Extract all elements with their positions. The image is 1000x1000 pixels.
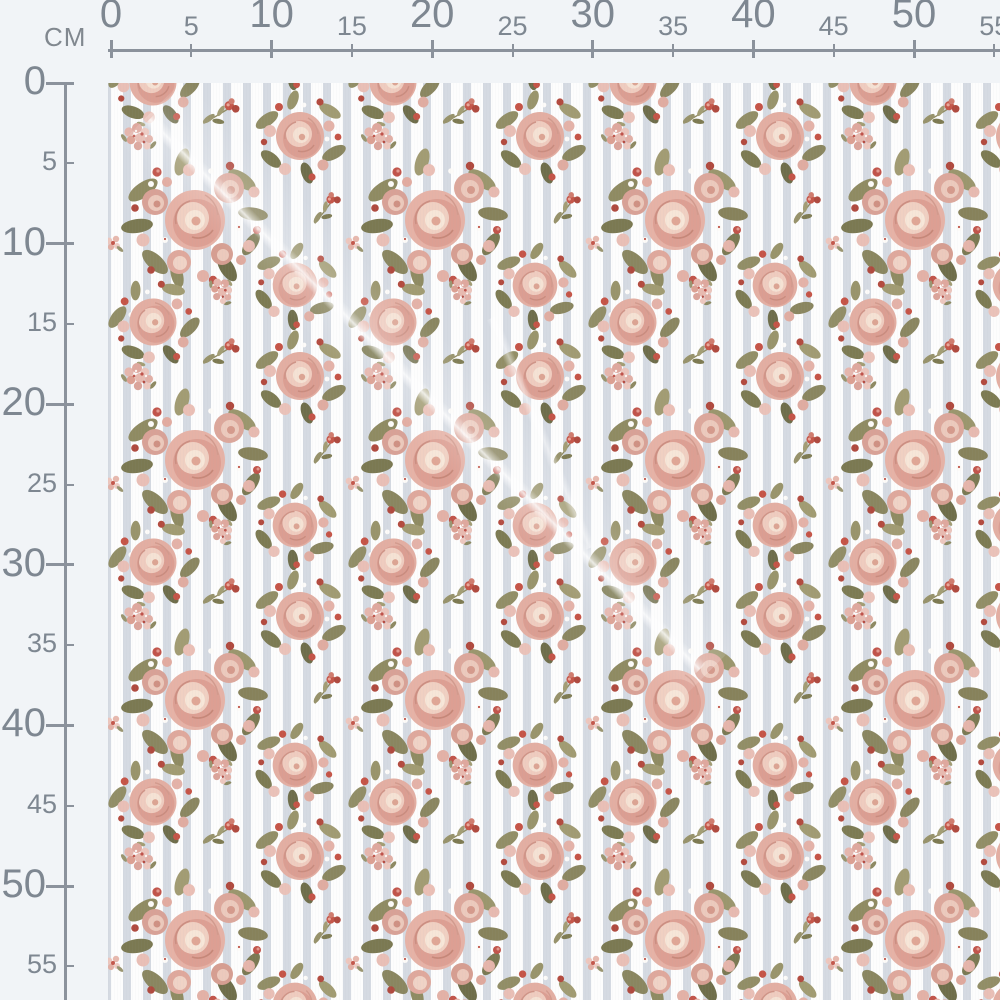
ruler-left-tick — [46, 402, 74, 406]
ruler-top-tick — [912, 40, 916, 58]
ruler-top-tick-label: 30 — [570, 0, 616, 36]
ruler-left-tick — [46, 723, 74, 727]
bouquet-medium-instance — [814, 262, 934, 383]
ruler-top-tick-label: 50 — [891, 0, 937, 36]
fabric-pattern — [108, 83, 1000, 1000]
ruler-top-tick-label: 55 — [979, 11, 1000, 41]
ruler-left-tick-label: 45 — [26, 788, 57, 819]
ruler-left-tick-label: 10 — [1, 219, 47, 264]
ruler-top-tick — [190, 44, 193, 57]
bouquet-medium-instance — [480, 231, 590, 341]
ruler-top-tick-label: 40 — [731, 0, 776, 36]
ruler-top-tick — [430, 40, 434, 58]
ruler-top-tick-label: 20 — [409, 0, 455, 36]
ruler-left-tick-label: 50 — [1, 862, 47, 906]
ruler-left-tick-label: 0 — [23, 59, 46, 103]
bouquet-medium-instance — [334, 742, 454, 863]
bouquet-medium-instance — [480, 471, 590, 581]
bouquet-medium-instance — [240, 471, 350, 581]
ruler-left-tick — [64, 322, 74, 325]
ruler-top-tick-label: 10 — [249, 0, 294, 36]
bouquet-medium-instance — [720, 231, 830, 341]
ruler-top-tick-label: 5 — [183, 11, 199, 41]
ruler-top-tick-label: 25 — [497, 11, 528, 41]
bouquet-medium-instance — [334, 262, 454, 383]
ruler-left-tick-label: 30 — [1, 540, 47, 585]
ruler-top-tick — [832, 44, 835, 57]
ruler-left-tick — [64, 483, 74, 486]
fabric-swatch — [108, 83, 1000, 1000]
ruler-left-tick-label: 40 — [1, 701, 47, 746]
ruler-left-line — [63, 83, 67, 1000]
ruler-left-tick-label: 35 — [26, 628, 57, 659]
ruler-left-tick — [64, 804, 74, 807]
bouquet-medium-instance — [814, 83, 934, 143]
ruler-left-tick — [46, 884, 74, 888]
ruler-left-tick — [64, 162, 74, 165]
bouquet-medium-instance — [720, 711, 830, 821]
bouquet-medium-instance — [574, 262, 694, 383]
bouquet-medium-instance — [574, 742, 694, 863]
bouquet-medium-instance — [240, 231, 350, 341]
bouquet-medium-instance — [334, 502, 454, 623]
ruler-top-tick-label: 15 — [336, 11, 367, 41]
bouquet-medium-instance — [480, 711, 590, 821]
bouquet-medium-instance — [574, 502, 694, 623]
ruler-left-tick-label: 55 — [26, 949, 57, 980]
ruler-top-tick — [109, 40, 113, 58]
ruler-left-tick-label: 20 — [1, 380, 47, 425]
ruler-top-tick — [270, 40, 274, 58]
ruler-left-tick-label: 5 — [41, 146, 57, 177]
ruler-left-tick-label: 25 — [26, 467, 57, 498]
ruler-top-tick — [751, 40, 755, 58]
ruler-top-tick — [672, 44, 675, 57]
bouquet-medium-instance — [720, 471, 830, 581]
ruler-top-line — [108, 48, 1000, 52]
ruler-top-tick — [591, 40, 595, 58]
ruler-left-tick — [46, 81, 74, 85]
ruler-left-tick — [64, 965, 74, 968]
ruler-top-tick — [511, 44, 514, 57]
bouquet-medium-instance — [814, 742, 934, 863]
ruler-top-tick-label: 45 — [818, 11, 849, 41]
bouquet-medium-instance — [240, 711, 350, 821]
ruler-unit-label: CM — [44, 22, 87, 52]
bouquet-medium-instance — [574, 83, 694, 143]
bouquet-medium-instance — [814, 502, 934, 623]
ruler-left-tick — [64, 644, 74, 647]
ruler-top-tick — [993, 44, 996, 57]
ruler-left-tick — [46, 242, 74, 246]
bouquet-medium-instance — [334, 83, 454, 143]
ruler-top-tick-label: 0 — [99, 0, 123, 36]
ruler-left-tick-label: 15 — [26, 306, 57, 337]
ruler-top-tick-label: 35 — [658, 11, 689, 41]
ruler-left-tick — [46, 563, 74, 567]
ruler-top-tick — [350, 44, 353, 57]
